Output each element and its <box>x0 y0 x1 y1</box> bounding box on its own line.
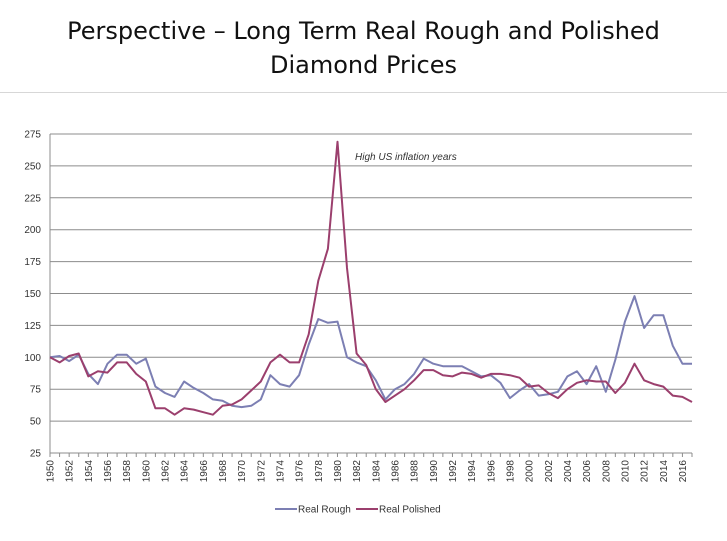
y-tick-label: 175 <box>24 257 41 268</box>
y-tick-label: 250 <box>24 161 41 172</box>
x-tick-label: 1966 <box>199 460 210 483</box>
x-tick-label: 1954 <box>84 460 95 483</box>
x-tick-label: 1980 <box>333 460 344 483</box>
y-tick-label: 225 <box>24 193 41 204</box>
y-tick-label: 100 <box>24 353 41 364</box>
x-tick-label: 1992 <box>448 460 459 483</box>
legend-label: Real Polished <box>379 505 441 516</box>
x-tick-label: 1956 <box>103 460 114 483</box>
series-line-real-rough <box>49 295 692 409</box>
x-tick-label: 1962 <box>160 460 171 483</box>
x-tick-label: 1976 <box>295 460 306 483</box>
series-line-real-polished <box>49 140 693 416</box>
y-tick-label: 50 <box>30 417 42 428</box>
y-tick-label: 25 <box>30 449 42 460</box>
y-tick-label: 150 <box>24 289 41 300</box>
x-tick-label: 1994 <box>467 460 478 483</box>
x-tick-label: 2010 <box>620 460 631 483</box>
x-axis: 1950 1952 1954 1956 1958 1960 1962 1964 1966 1968… <box>46 134 693 482</box>
x-tick-label: 2014 <box>659 460 670 483</box>
annotation-high-inflation: High US inflation years <box>355 152 457 163</box>
x-tick-label: 1988 <box>410 460 421 483</box>
x-tick-label: 1982 <box>352 460 363 483</box>
y-tick-label: 275 <box>24 130 41 141</box>
gridlines <box>50 133 692 454</box>
x-tick-label: 2004 <box>563 460 574 483</box>
x-tick-label: 1990 <box>429 460 440 483</box>
x-tick-label: 1972 <box>256 460 267 483</box>
y-tick-label: 200 <box>24 225 41 236</box>
series-lines <box>49 140 693 416</box>
x-tick-label: 1978 <box>314 460 325 483</box>
title-divider <box>0 92 727 93</box>
y-tick-label: 125 <box>24 321 41 332</box>
y-axis-ticks: 25 50 75 100 125 150 175 200 225 250 275 <box>24 130 41 460</box>
x-tick-label: 1984 <box>371 460 382 483</box>
slide-title: Perspective – Long Term Real Rough and P… <box>0 14 727 82</box>
x-tick-label: 2000 <box>525 460 536 483</box>
x-tick-label: 1958 <box>122 460 133 483</box>
x-tick-label: 1974 <box>275 460 286 483</box>
x-tick-label: 1968 <box>218 460 229 483</box>
slide-title-line-2: Diamond Prices <box>269 51 458 79</box>
x-tick-label: 1964 <box>180 460 191 483</box>
x-tick-label: 1950 <box>46 460 57 483</box>
legend: Real Rough Real Polished <box>275 505 441 516</box>
x-tick-label: 2008 <box>601 460 612 483</box>
x-tick-label: 1970 <box>237 460 248 483</box>
x-tick-label: 1996 <box>486 460 497 483</box>
y-tick-label: 75 <box>30 385 42 396</box>
x-tick-label: 2012 <box>640 460 651 483</box>
x-tick-label: 2016 <box>678 460 689 483</box>
x-tick-label: 1960 <box>141 460 152 483</box>
legend-label: Real Rough <box>298 505 351 516</box>
x-tick-label: 1998 <box>505 460 516 483</box>
x-tick-label: 1986 <box>390 460 401 483</box>
slide-title-line-1: Perspective – Long Term Real Rough and P… <box>67 17 660 45</box>
x-tick-label: 1952 <box>65 460 76 483</box>
x-tick-label: 2002 <box>544 460 555 483</box>
x-tick-label: 2006 <box>582 460 593 483</box>
